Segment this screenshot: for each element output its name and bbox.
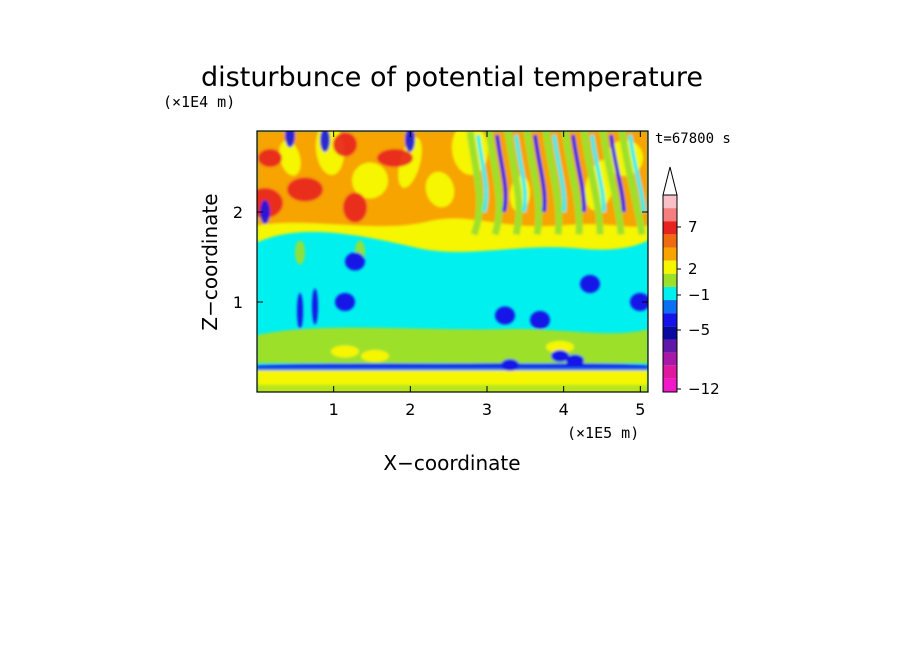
colorbar-label: −5 <box>688 321 710 339</box>
colorbar-swatch <box>663 247 677 261</box>
y-axis: 12 <box>233 203 648 312</box>
middle-blue-blob <box>312 288 318 325</box>
x-axis: 1 2 3 4 5 <box>329 131 645 419</box>
upper-green-band <box>523 131 543 236</box>
colorbar-label: 7 <box>688 218 698 236</box>
colorbar-swatch <box>663 352 677 366</box>
upper-green-band <box>485 131 503 236</box>
upper-blue-cell <box>405 131 415 152</box>
middle-blue-blob <box>580 275 600 293</box>
upper-green-band <box>561 131 583 235</box>
colorbar-swatch <box>663 273 677 287</box>
colorbar-swatch <box>663 260 677 274</box>
lower-blue-patch <box>566 354 584 367</box>
upper-yellow-cell <box>279 140 301 176</box>
x-unit-label: (×1E5 m) <box>567 424 639 442</box>
x-tick-label: 5 <box>635 400 645 419</box>
upper-yellow-cell <box>425 171 455 208</box>
colorbar-swatch <box>663 300 677 314</box>
upper-blue-cell <box>260 200 270 224</box>
colorbar-swatch <box>663 313 677 327</box>
x-tick-label: 2 <box>405 400 415 419</box>
x-tick-label: 3 <box>482 400 492 419</box>
upper-blue-band <box>590 134 606 213</box>
colorbar-swatch <box>663 234 677 248</box>
colorbar-label: 2 <box>688 260 698 278</box>
layer-inversion-edge <box>257 367 648 371</box>
upper-green-band <box>542 131 563 235</box>
colorbar-label: −12 <box>688 380 720 398</box>
upper-blue-band <box>495 134 508 213</box>
middle-blue-blob <box>297 293 303 329</box>
x-axis-label: X−coordinate <box>383 451 520 475</box>
y-tick-label: 2 <box>233 203 243 222</box>
colorbar-label: −1 <box>688 286 710 304</box>
middle-blue-blob <box>335 293 355 311</box>
upper-red-core <box>377 149 413 167</box>
lower-yellow-patch <box>331 345 359 358</box>
middle-blue-blob <box>530 311 550 329</box>
upper-yellow-cell <box>352 162 388 199</box>
upper-blue-band <box>571 134 587 213</box>
upper-blue-cell <box>295 240 305 265</box>
upper-blue-cell <box>285 131 295 148</box>
lower-blue-patch <box>501 359 519 371</box>
upper-red-core <box>287 177 323 202</box>
upper-green-band <box>618 131 646 235</box>
upper-blue-cell <box>320 131 330 152</box>
colorbar-swatch <box>663 378 677 392</box>
colorbar-swatch <box>663 208 677 222</box>
layer-surface-green <box>257 384 648 392</box>
chart-title: disturbunce of potential temperature <box>201 62 703 93</box>
upper-blue-band <box>533 134 547 213</box>
colorbar-swatch <box>663 326 677 340</box>
middle-blue-blob <box>630 293 648 311</box>
plot-frame <box>256 130 649 393</box>
upper-green-band <box>466 131 484 236</box>
upper-blue-band <box>476 134 489 213</box>
upper-blue-band <box>628 134 646 213</box>
upper-green-band <box>599 131 625 235</box>
middle-blue-blob <box>345 252 365 271</box>
upper-blue-band <box>552 134 567 213</box>
lower-yellow-patch <box>546 341 574 353</box>
lower-blue-patch <box>551 350 569 362</box>
colorbar-swatch <box>663 195 677 209</box>
y-unit-label: (×1E4 m) <box>163 93 235 111</box>
y-tick-label: 1 <box>233 293 243 312</box>
upper-green-band <box>504 131 523 236</box>
upper-blue-band <box>609 134 626 213</box>
x-tick-label: 4 <box>559 400 569 419</box>
layer-lower <box>257 327 648 364</box>
upper-red-core <box>333 132 357 157</box>
colorbar-swatch <box>663 286 677 301</box>
upper-green-band <box>580 131 604 235</box>
colorbar-swatch <box>663 365 677 379</box>
upper-red-core <box>258 149 282 167</box>
middle-blue-blob <box>495 306 515 325</box>
y-axis-label: Z−coordinate <box>198 193 222 330</box>
colorbar-extend-max <box>662 166 678 196</box>
colorbar-swatch <box>663 221 677 235</box>
colorbar-frame <box>662 194 678 393</box>
lower-yellow-patch <box>361 350 389 362</box>
colorbar: 7 2 −1 −5 −12 <box>662 166 720 398</box>
upper-blue-band <box>514 134 528 213</box>
colorbar-swatch <box>663 339 677 353</box>
heatmap-field <box>257 131 648 392</box>
time-label: t=67800 s <box>655 131 731 147</box>
upper-red-core <box>343 192 367 223</box>
x-tick-label: 1 <box>329 400 339 419</box>
